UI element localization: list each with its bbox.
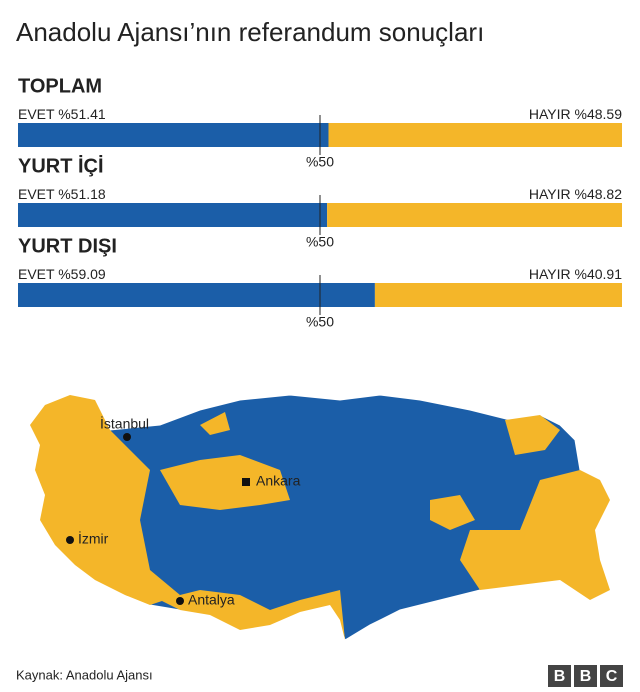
panel-title: TOPLAM: [18, 75, 102, 97]
title: Anadolu Ajansı’nın referandum sonuçları: [16, 17, 484, 47]
series-name: EVET: [18, 106, 55, 122]
value-label: %59.09: [58, 266, 106, 282]
map: [29, 394, 611, 641]
map-region-west: [30, 395, 180, 605]
city-label: İstanbul: [100, 415, 149, 432]
logo-box: [600, 665, 623, 687]
bar-segment: [18, 123, 329, 147]
map-region-mid: [430, 495, 475, 530]
bar-segment: [18, 203, 328, 227]
city-marker: [123, 433, 131, 441]
bar-label: EVET %51.41: [18, 106, 106, 122]
reference-label: %50: [306, 234, 334, 250]
map-region-east: [460, 470, 610, 600]
map-region-north: [200, 412, 230, 435]
bar-label: HAYIR %40.91: [529, 266, 622, 282]
value-label: %48.59: [575, 106, 623, 122]
city-label: Antalya: [188, 592, 235, 608]
city-marker: [176, 597, 184, 605]
city-label: İzmir: [78, 530, 109, 547]
logo-box: [574, 665, 597, 687]
value-label: %48.82: [575, 186, 623, 202]
bar-label: EVET %59.09: [18, 266, 106, 282]
map-region-ne: [505, 415, 560, 455]
bar-segment: [327, 203, 622, 227]
series-name: EVET: [18, 186, 55, 202]
city-marker: [242, 478, 250, 486]
bar-segment: [18, 283, 375, 307]
bar-label: HAYIR %48.82: [529, 186, 622, 202]
bar-segment: [328, 123, 622, 147]
city-labels: İstanbul Ankara İzmir Antalya: [66, 415, 301, 608]
series-name: HAYIR: [529, 266, 571, 282]
city-marker: [66, 536, 74, 544]
panel-title: YURT DIŞI: [18, 235, 117, 257]
panel-title: YURT İÇİ: [18, 154, 104, 177]
map-region-south: [160, 590, 345, 640]
bar-segment: [374, 283, 622, 307]
logo-letter: B: [554, 668, 566, 685]
series-name: HAYIR: [529, 106, 571, 122]
city-label: Ankara: [256, 473, 301, 489]
logo-letter: C: [606, 668, 618, 685]
reference-label: %50: [306, 154, 334, 170]
series-name: HAYIR: [529, 186, 571, 202]
logo-box: [548, 665, 571, 687]
bar-label: HAYIR %48.59: [529, 106, 622, 122]
value-label: %40.91: [575, 266, 623, 282]
map-region-central: [160, 455, 290, 510]
source: Kaynak: Anadolu Ajansı: [16, 667, 153, 682]
value-label: %51.18: [58, 186, 106, 202]
logo-letter: B: [580, 668, 592, 685]
reference-label: %50: [306, 314, 334, 330]
bar-label: EVET %51.18: [18, 186, 106, 202]
series-name: EVET: [18, 266, 55, 282]
value-label: %51.41: [58, 106, 106, 122]
